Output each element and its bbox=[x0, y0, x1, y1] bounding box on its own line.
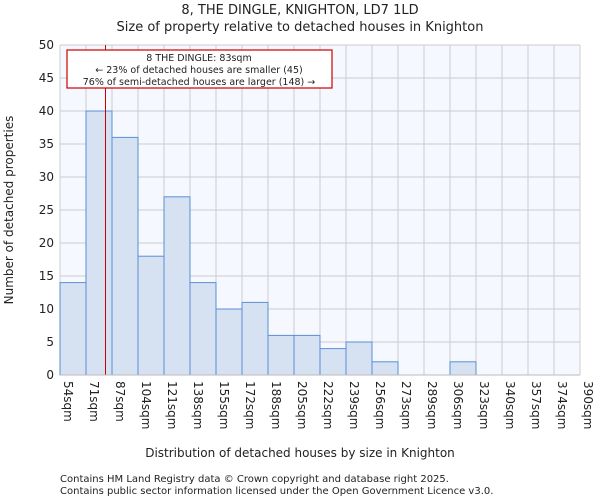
histogram-bar bbox=[163, 196, 191, 376]
histogram-bar bbox=[215, 308, 243, 376]
footer-line-1: Contains HM Land Registry data © Crown c… bbox=[60, 474, 449, 485]
annotation-line-1: 8 THE DINGLE: 83sqm bbox=[146, 53, 251, 64]
chart-title: 8, THE DINGLE, KNIGHTON, LD7 1LD bbox=[181, 3, 418, 18]
x-tick-label: 239sqm bbox=[347, 381, 361, 429]
histogram-bar bbox=[85, 110, 113, 376]
chart-subtitle: Size of property relative to detached ho… bbox=[117, 20, 484, 35]
histogram-bar bbox=[111, 136, 139, 376]
histogram-bar bbox=[371, 361, 399, 376]
histogram-bar bbox=[59, 282, 87, 376]
y-tick-label: 45 bbox=[39, 71, 54, 85]
x-axis-label: Distribution of detached houses by size … bbox=[145, 446, 455, 460]
x-tick-label: 205sqm bbox=[295, 381, 309, 429]
x-tick-label: 323sqm bbox=[477, 381, 491, 429]
histogram-bar bbox=[449, 361, 477, 376]
histogram-bar bbox=[319, 348, 347, 376]
x-tick-label: 306sqm bbox=[451, 381, 465, 429]
annotation-box: 8 THE DINGLE: 83sqm ← 23% of detached ho… bbox=[66, 49, 333, 89]
x-tick-label: 121sqm bbox=[165, 381, 179, 429]
x-tick-label: 390sqm bbox=[581, 381, 595, 429]
histogram-bar bbox=[345, 341, 373, 376]
x-tick-label: 155sqm bbox=[217, 381, 231, 429]
y-tick-label: 40 bbox=[39, 104, 54, 118]
x-tick-label: 357sqm bbox=[529, 381, 543, 429]
footer-line-2: Contains public sector information licen… bbox=[60, 486, 493, 497]
y-tick-label: 35 bbox=[39, 137, 54, 151]
histogram-bar bbox=[293, 334, 321, 376]
x-tick-label: 273sqm bbox=[399, 381, 413, 429]
y-tick-label: 0 bbox=[46, 368, 54, 382]
annotation-line-3: 76% of semi-detached houses are larger (… bbox=[83, 77, 316, 88]
x-tick-label: 54sqm bbox=[61, 381, 75, 422]
y-tick-label: 30 bbox=[39, 170, 54, 184]
y-tick-label: 10 bbox=[39, 302, 54, 316]
histogram-bar bbox=[189, 282, 217, 376]
x-tick-label: 374sqm bbox=[555, 381, 569, 429]
histogram-bar bbox=[267, 334, 295, 376]
x-tick-label: 222sqm bbox=[321, 381, 335, 429]
x-tick-label: 289sqm bbox=[425, 381, 439, 429]
y-tick-label: 15 bbox=[39, 269, 54, 283]
histogram-bar bbox=[241, 301, 269, 376]
x-tick-label: 138sqm bbox=[191, 381, 205, 429]
x-tick-label: 87sqm bbox=[113, 381, 127, 422]
y-axis-label: Number of detached properties bbox=[2, 116, 16, 305]
x-tick-label: 71sqm bbox=[87, 381, 101, 422]
x-tick-label: 256sqm bbox=[373, 381, 387, 429]
y-tick-label: 5 bbox=[46, 335, 54, 349]
annotation-line-2: ← 23% of detached houses are smaller (45… bbox=[95, 65, 302, 76]
x-tick-label: 340sqm bbox=[503, 381, 517, 429]
y-tick-label: 50 bbox=[39, 38, 54, 52]
y-tick-label: 20 bbox=[39, 236, 54, 250]
y-tick-label: 25 bbox=[39, 203, 54, 217]
histogram-bar bbox=[137, 255, 165, 376]
x-tick-label: 172sqm bbox=[243, 381, 257, 429]
x-tick-label: 104sqm bbox=[139, 381, 153, 429]
x-tick-label: 188sqm bbox=[269, 381, 283, 429]
